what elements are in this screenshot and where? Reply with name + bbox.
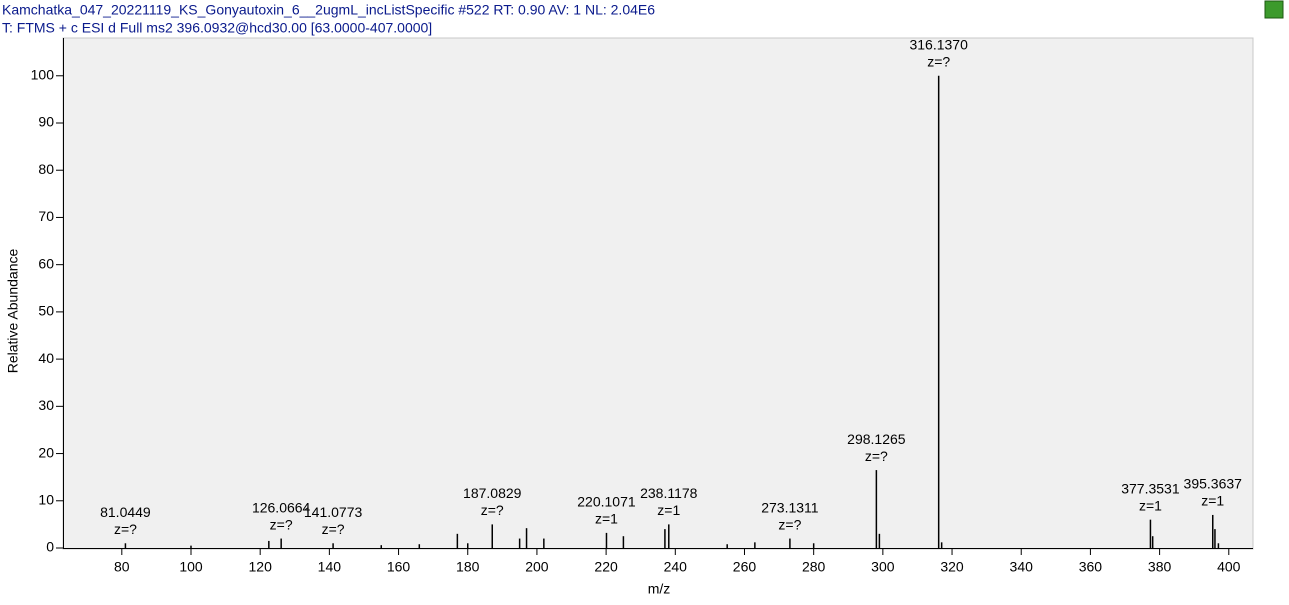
y-tick-label: 30 <box>38 397 54 413</box>
peak-label: 220.1071 <box>577 494 636 510</box>
y-tick-label: 10 <box>38 491 54 507</box>
x-tick-label: 240 <box>664 559 688 575</box>
x-tick-label: 160 <box>387 559 411 575</box>
peak-label: 126.0664 <box>252 499 311 515</box>
x-tick-label: 320 <box>940 559 964 575</box>
peak-label: 316.1370 <box>909 36 968 52</box>
plot-area <box>62 37 1254 550</box>
x-tick-label: 180 <box>456 559 480 575</box>
x-tick-label: 260 <box>733 559 757 575</box>
peak-label: 273.1311 <box>761 499 819 515</box>
y-axis-label: Relative Abundance <box>5 249 21 374</box>
chart-title: Kamchatka_047_20221119_KS_Gonyautoxin_6_… <box>2 2 655 18</box>
peak-label: 141.0773 <box>304 504 363 520</box>
x-axis-label: m/z <box>648 581 671 597</box>
y-tick-label: 80 <box>38 161 54 177</box>
x-tick-label: 280 <box>802 559 826 575</box>
chart-subtitle: T: FTMS + c ESI d Full ms2 396.0932@hcd3… <box>2 20 432 36</box>
peak-label: 377.3531 <box>1121 480 1180 496</box>
charge-label: z=1 <box>657 502 680 518</box>
y-tick-label: 60 <box>38 255 54 271</box>
charge-label: z=? <box>114 521 137 537</box>
x-tick-label: 80 <box>114 559 130 575</box>
peak-label: 298.1265 <box>847 431 906 447</box>
x-tick-label: 120 <box>249 559 273 575</box>
x-tick-label: 140 <box>318 559 342 575</box>
charge-label: z=? <box>778 516 801 532</box>
charge-label: z=? <box>270 516 293 532</box>
x-tick-label: 360 <box>1079 559 1103 575</box>
y-tick-label: 70 <box>38 208 54 224</box>
icon[interactable] <box>1264 0 1284 19</box>
charge-label: z=? <box>927 53 950 69</box>
y-tick-label: 20 <box>38 444 54 460</box>
x-tick-label: 380 <box>1148 559 1172 575</box>
y-tick-label: 90 <box>38 114 54 130</box>
charge-label: z=? <box>322 521 345 537</box>
charge-label: z=1 <box>1139 497 1162 513</box>
y-tick-label: 40 <box>38 350 54 366</box>
x-tick-label: 220 <box>594 559 618 575</box>
x-tick-label: 340 <box>1010 559 1034 575</box>
charge-label: z=1 <box>595 511 618 527</box>
charge-label: z=? <box>865 448 888 464</box>
x-tick-label: 200 <box>525 559 549 575</box>
charge-label: z=1 <box>1201 493 1224 509</box>
peak-label: 187.0829 <box>463 485 522 501</box>
y-tick-label: 50 <box>38 303 54 319</box>
y-tick-label: 100 <box>31 66 55 82</box>
y-tick-label: 0 <box>46 539 54 555</box>
x-tick-label: 300 <box>871 559 895 575</box>
peak-label: 238.1178 <box>640 485 698 501</box>
peak-label: 81.0449 <box>100 504 151 520</box>
x-tick-label: 400 <box>1217 559 1241 575</box>
charge-label: z=? <box>481 502 504 518</box>
x-tick-label: 100 <box>179 559 203 575</box>
peak-label: 395.3637 <box>1184 476 1243 492</box>
